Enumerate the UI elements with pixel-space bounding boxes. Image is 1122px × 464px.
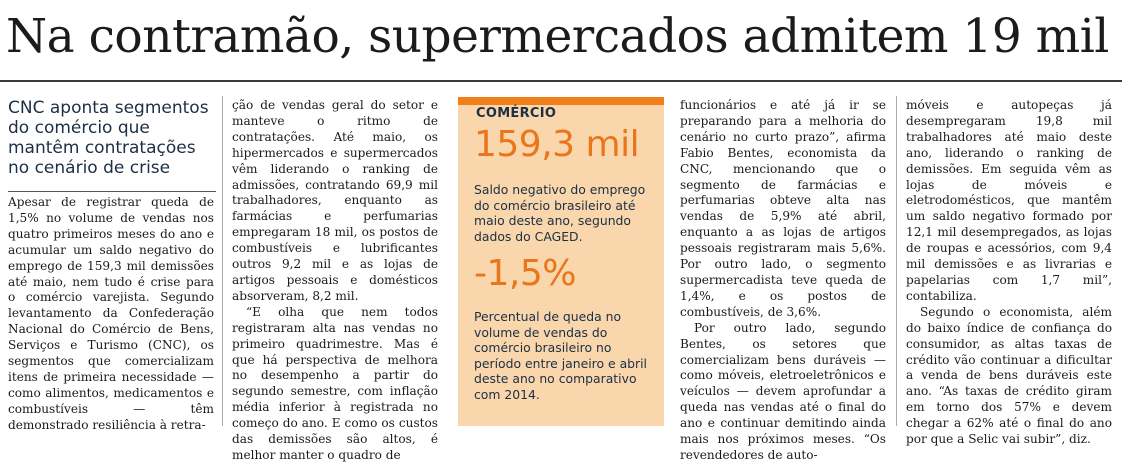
article-column-3: funcionários e até já ir se preparando p…	[680, 98, 886, 464]
paragraph: “E olha que nem todos registraram alta n…	[232, 304, 438, 462]
column-divider	[222, 96, 223, 426]
headline: Na contramão, supermercados admitem 19 m…	[6, 9, 1109, 64]
sidebar-accent-bar	[458, 97, 664, 105]
article-column-2: ção de vendas geral do setor e manteve o…	[232, 98, 438, 464]
paragraph: funcionários e até já ir se preparando p…	[680, 98, 886, 319]
paragraph: móveis e autopeças já desempregaram 19,8…	[906, 98, 1112, 303]
lead-summary: CNC aponta segmentos do comércio que man…	[8, 98, 209, 178]
column-divider	[896, 96, 897, 426]
paragraph: ção de vendas geral do setor e manteve o…	[232, 98, 438, 303]
paragraph: Segundo o economista, além do baixo índi…	[906, 304, 1112, 447]
paragraph: Apesar de registrar queda de 1,5% no vol…	[8, 195, 214, 432]
sidebar-box: COMÉRCIO 159,3 mil Saldo negativo do emp…	[458, 97, 664, 426]
article-column-4: móveis e autopeças já desempregaram 19,8…	[906, 98, 1112, 448]
article-column-1: Apesar de registrar queda de 1,5% no vol…	[8, 195, 214, 434]
paragraph: Por outro lado, segundo Bentes, os setor…	[680, 320, 886, 462]
stat-description-sales: Percentual de queda no volume de vendas …	[474, 309, 648, 402]
stat-value-sales: -1,5%	[474, 253, 576, 294]
lead-divider	[8, 191, 216, 192]
stat-value-employment: 159,3 mil	[474, 124, 640, 165]
sidebar-title: COMÉRCIO	[476, 106, 557, 121]
stat-description-employment: Saldo negativo do emprego do comércio br…	[474, 182, 646, 244]
headline-rule	[0, 80, 1122, 82]
